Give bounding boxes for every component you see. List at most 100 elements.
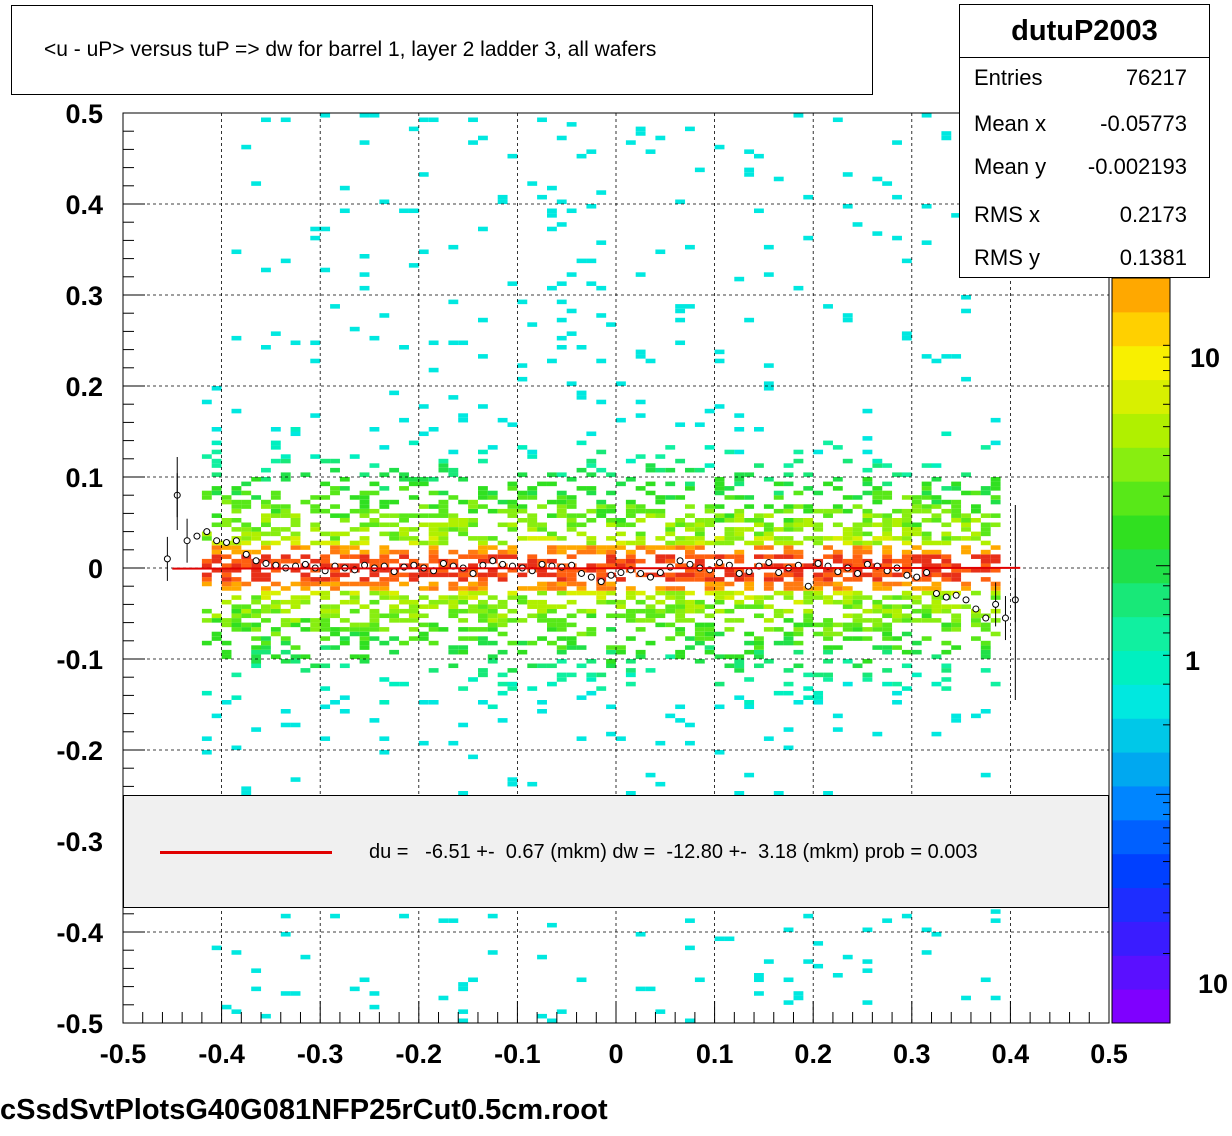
heatmap-cell (911, 554, 922, 559)
heatmap-cell (675, 704, 686, 710)
heatmap-cell (566, 495, 577, 500)
heatmap-cell (941, 686, 952, 691)
heatmap-cell (793, 991, 804, 996)
heatmap-cell (783, 581, 794, 587)
heatmap-cell (359, 285, 370, 291)
heatmap-cell (980, 540, 991, 546)
heatmap-cell (221, 577, 232, 582)
heatmap-cell (231, 335, 242, 341)
heatmap-cell (418, 631, 429, 637)
heatmap-cell (408, 481, 419, 487)
heatmap-cell (901, 649, 912, 655)
heatmap-cell (270, 490, 281, 496)
heatmap-cell (576, 608, 587, 614)
heatmap-cell (773, 527, 784, 532)
heatmap-cell (892, 604, 902, 609)
heatmap-cell (300, 618, 311, 623)
heatmap-cell (270, 627, 281, 632)
profile-point (863, 560, 871, 568)
heatmap-cell (517, 595, 528, 600)
heatmap-cell (231, 504, 242, 509)
heatmap-cell (704, 445, 715, 450)
heatmap-cell (704, 540, 715, 546)
heatmap-cell (665, 445, 676, 450)
heatmap-cell (478, 486, 488, 491)
heatmap-cell (783, 481, 794, 487)
heatmap-cell (201, 572, 212, 578)
heatmap-cell (793, 449, 804, 455)
profile-point (390, 568, 398, 576)
heatmap-cell (261, 267, 271, 273)
heatmap-cell (882, 181, 893, 186)
heatmap-cell (369, 581, 380, 587)
heatmap-cell (527, 781, 538, 787)
heatmap-cell (852, 531, 863, 537)
heatmap-cell (882, 495, 893, 500)
heatmap-cell (665, 522, 676, 528)
heatmap-cell (606, 522, 616, 528)
heatmap-cell (882, 627, 893, 632)
heatmap-cell (714, 654, 725, 659)
heatmap-cell (359, 640, 370, 646)
heatmap-cell (714, 681, 725, 687)
heatmap-cell (704, 572, 715, 578)
heatmap-cell (497, 499, 508, 505)
heatmap-cell (290, 622, 301, 628)
heatmap-cell (665, 622, 676, 628)
heatmap-cell (931, 504, 942, 509)
heatmap-cell (744, 504, 755, 509)
heatmap-cell (527, 527, 538, 532)
heatmap-cell (359, 527, 370, 532)
heatmap-cell (675, 627, 686, 632)
profile-point (617, 569, 625, 577)
heatmap-cell (428, 513, 439, 518)
heatmap-cell (951, 613, 962, 619)
heatmap-cell (882, 545, 893, 550)
heatmap-cell (951, 604, 962, 609)
heatmap-cell (980, 531, 991, 537)
heatmap-cell (783, 527, 794, 532)
heatmap-cell (418, 613, 429, 619)
heatmap-cell (971, 536, 981, 541)
heatmap-cell (428, 545, 439, 550)
heatmap-cell (290, 518, 301, 523)
heatmap-cell (882, 518, 893, 523)
color-scale-segment (1112, 650, 1170, 685)
heatmap-cell (862, 545, 873, 550)
heatmap-cell (586, 204, 597, 209)
heatmap-cell (478, 545, 488, 550)
heatmap-cell (527, 613, 538, 619)
heatmap-cell (901, 581, 912, 587)
heatmap-cell (231, 508, 242, 514)
heatmap-cell (566, 527, 577, 532)
heatmap-cell (438, 599, 449, 605)
heatmap-cell (586, 486, 597, 491)
heatmap-cell (596, 313, 607, 318)
heatmap-cell (339, 599, 350, 605)
heatmap-cell (980, 558, 991, 564)
heatmap-cell (201, 536, 212, 541)
profile-point (213, 537, 221, 545)
heatmap-cell (961, 518, 971, 523)
heatmap-cell (448, 572, 459, 578)
heatmap-cell (951, 499, 962, 505)
heatmap-cell (556, 659, 567, 664)
heatmap-cell (221, 700, 232, 705)
heatmap-cell (606, 322, 616, 327)
heatmap-cell (675, 304, 686, 309)
heatmap-cell (744, 577, 755, 582)
heatmap-cell (783, 545, 794, 550)
stats-value: 76217 (1125, 65, 1187, 90)
heatmap-cell (625, 513, 636, 518)
heatmap-cell (310, 454, 321, 459)
heatmap-cell (744, 540, 755, 546)
heatmap-cell (665, 495, 676, 500)
profile-point (952, 591, 960, 599)
heatmap-cell (645, 549, 656, 555)
heatmap-cell (862, 549, 873, 555)
heatmap-cell (379, 313, 390, 318)
heatmap-cell (468, 604, 478, 609)
heatmap-cell (931, 599, 942, 605)
heatmap-cell (625, 681, 636, 687)
heatmap-cell (576, 695, 587, 700)
